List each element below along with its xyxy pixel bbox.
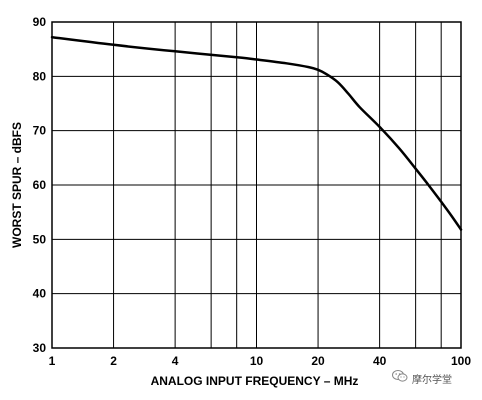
x-tick-label: 2 (110, 354, 117, 368)
y-tick-label: 90 (33, 15, 47, 29)
x-tick-label: 4 (172, 354, 179, 368)
watermark-text: 摩尔学堂 (412, 374, 452, 386)
y-tick-label: 60 (33, 178, 47, 192)
y-tick-label: 40 (33, 287, 47, 301)
y-tick-labels: 30 40 50 60 70 80 90 (33, 15, 47, 355)
y-tick-label: 30 (33, 341, 47, 355)
watermark: 摩尔学堂 (392, 368, 480, 388)
y-tick-label: 80 (33, 69, 47, 83)
wechat-icon (392, 369, 408, 388)
y-tick-label: 50 (33, 232, 47, 246)
x-tick-label: 100 (451, 354, 471, 368)
x-tick-label: 40 (373, 354, 387, 368)
plot-frame (51, 21, 462, 349)
x-tick-label: 1 (49, 354, 56, 368)
x-axis-label: ANALOG INPUT FREQUENCY – MHz (151, 374, 359, 388)
y-tick-label: 70 (33, 124, 47, 138)
y-axis-label: WORST SPUR – dBFS (10, 122, 24, 248)
x-tick-label: 20 (311, 354, 325, 368)
series-line (50, 35, 463, 231)
x-tick-label: 10 (250, 354, 264, 368)
x-tick-labels: 1 2 4 10 20 40 100 (49, 354, 472, 368)
